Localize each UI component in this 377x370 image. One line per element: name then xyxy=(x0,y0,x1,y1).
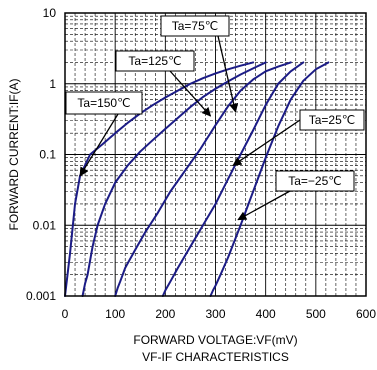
y-tick-label: 0.01 xyxy=(33,218,57,232)
annotation-label: Ta=−25℃ xyxy=(288,174,342,188)
y-axis-title: FORWARD CURRENT:IF(A) xyxy=(7,79,21,231)
x-tick-label: 200 xyxy=(155,307,175,321)
annotation-label: Ta=75℃ xyxy=(172,19,219,33)
x-tick-label: 100 xyxy=(105,307,125,321)
annotation-box xyxy=(275,170,355,192)
tick-labels: 0 100 200 300 400 500 600 0.001 0.01 0.1 1 10 xyxy=(26,6,376,321)
annotation-arrow xyxy=(237,190,291,221)
y-tick-label: 0.1 xyxy=(39,148,56,162)
annotation-label: Ta=125℃ xyxy=(128,54,181,68)
chart-title: VF-IF CHARACTERISTICS xyxy=(142,350,289,364)
annotation-arrow xyxy=(217,35,239,113)
annotation-arrow xyxy=(232,119,301,166)
x-tick-label: 400 xyxy=(256,307,276,321)
x-axis-title: FORWARD VOLTAGE:VF(mV) xyxy=(133,333,297,347)
x-tick-label: 600 xyxy=(356,307,376,321)
y-tick-label: 1 xyxy=(49,77,56,91)
series-line-ta-minus25 xyxy=(209,61,330,297)
annotation-box xyxy=(65,91,143,115)
x-tick-label: 300 xyxy=(205,307,225,321)
annotation-label: Ta=25℃ xyxy=(309,113,356,127)
annotation-arrow xyxy=(169,70,212,117)
annotation-box xyxy=(115,50,195,72)
x-tick-label: 500 xyxy=(306,307,326,321)
series-line-ta25 xyxy=(161,61,305,297)
y-tick-label: 0.001 xyxy=(26,289,56,303)
annotation-arrow xyxy=(79,113,119,177)
annotation-box xyxy=(160,15,230,37)
annotations: Ta=75℃ Ta=125℃ Ta=150℃ Ta=25℃ Ta=−25℃ xyxy=(65,15,365,221)
plot-frame xyxy=(64,12,367,297)
series-line-ta75 xyxy=(114,61,292,297)
x-tick-label: 0 xyxy=(62,307,69,321)
y-tick-label: 10 xyxy=(43,6,57,20)
annotation-label: Ta=150℃ xyxy=(77,96,130,110)
